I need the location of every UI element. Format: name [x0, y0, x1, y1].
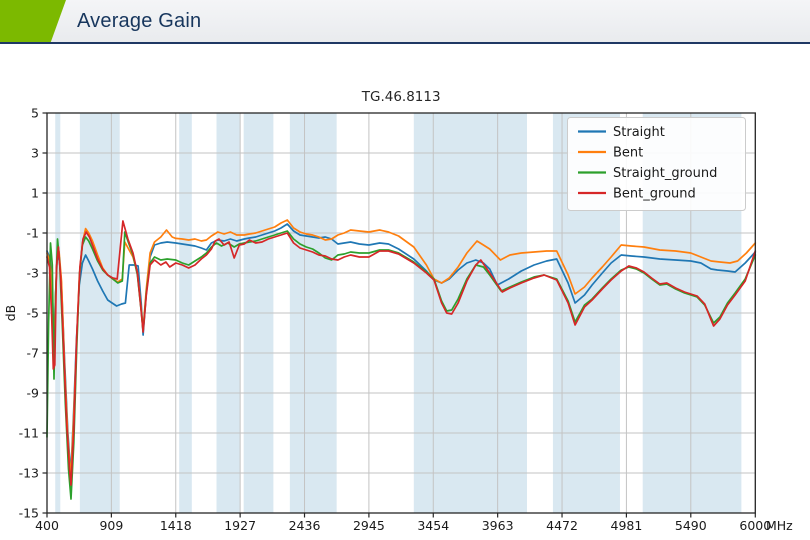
x-tick-label: 5490	[675, 518, 707, 533]
y-tick-label: -13	[19, 466, 39, 481]
y-axis-label: dB	[3, 305, 18, 322]
y-tick-label: -11	[19, 426, 39, 441]
page-header: Average Gain	[0, 0, 810, 44]
x-tick-label: 4981	[611, 518, 643, 533]
x-tick-label: 2945	[353, 518, 385, 533]
legend-box	[567, 117, 746, 211]
x-tick-label: 4472	[546, 518, 578, 533]
y-tick-label: -15	[19, 506, 39, 521]
page-title: Average Gain	[77, 10, 202, 32]
x-tick-label: 2436	[289, 518, 321, 533]
legend-label-bent: Bent	[613, 146, 643, 161]
x-tick-label: 3963	[482, 518, 514, 533]
y-tick-label: -3	[27, 266, 39, 281]
y-tick-label: -7	[27, 346, 39, 361]
legend-label-bent_ground: Bent_ground	[613, 187, 696, 202]
legend-label-straight_ground: Straight_ground	[613, 166, 717, 181]
y-tick-label: 5	[31, 106, 39, 121]
series-line-bent	[46, 219, 757, 480]
series-line-bent_ground	[46, 220, 757, 486]
x-tick-label: 6000	[739, 518, 771, 533]
y-tick-label: -1	[27, 226, 39, 241]
y-tick-label: -9	[27, 386, 40, 401]
y-tick-label: 1	[31, 186, 39, 201]
x-tick-label: 1418	[160, 518, 192, 533]
y-tick-label: 3	[31, 146, 39, 161]
x-tick-label: 909	[99, 518, 123, 533]
y-tick-label: -5	[27, 306, 39, 321]
x-tick-label: 400	[35, 518, 59, 533]
series-line-straight	[46, 223, 757, 476]
x-tick-label: 3454	[417, 518, 449, 533]
x-axis-unit-label: MHz	[766, 518, 793, 533]
x-tick-label: 1927	[224, 518, 256, 533]
legend-label-straight: Straight	[613, 125, 665, 140]
chart-title: TG.46.8113	[361, 89, 441, 105]
